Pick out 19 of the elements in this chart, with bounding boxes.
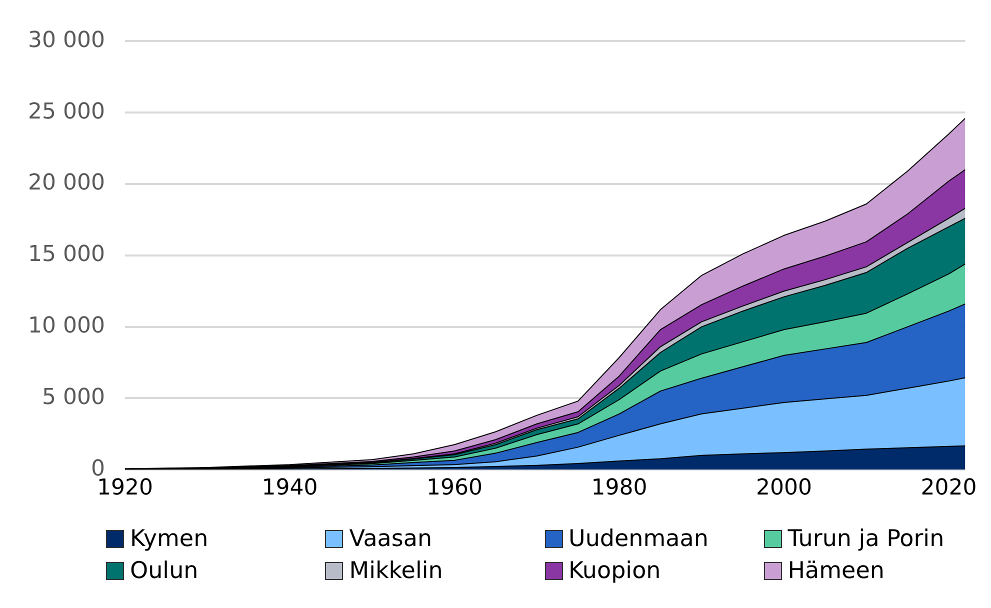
y-tick-label: 30 000 [28, 28, 105, 53]
legend-label: Uudenmaan [568, 526, 708, 552]
y-tick-label: 5 000 [42, 384, 105, 410]
x-tick-label: 1980 [591, 476, 648, 501]
legend-label: Turun ja Porin [788, 526, 944, 552]
y-tick-label: 20 000 [28, 170, 105, 196]
legend-label: Vaasan [349, 526, 432, 552]
legend-label: Kymen [130, 526, 208, 552]
x-tick-label: 1960 [426, 476, 482, 501]
legend-label: Hämeen [788, 558, 884, 584]
legend-label: Kuopion [568, 558, 661, 584]
x-tick-label: 2000 [756, 476, 812, 501]
x-tick-label: 1940 [262, 476, 318, 501]
y-tick-label: 15 000 [28, 242, 105, 268]
legend-label: Oulun [130, 558, 198, 584]
x-tick-label: 2020 [920, 476, 977, 501]
y-tick-label: 25 000 [28, 99, 105, 124]
legend-label: Mikkelin [349, 558, 443, 584]
y-tick-label: 10 000 [28, 314, 105, 339]
